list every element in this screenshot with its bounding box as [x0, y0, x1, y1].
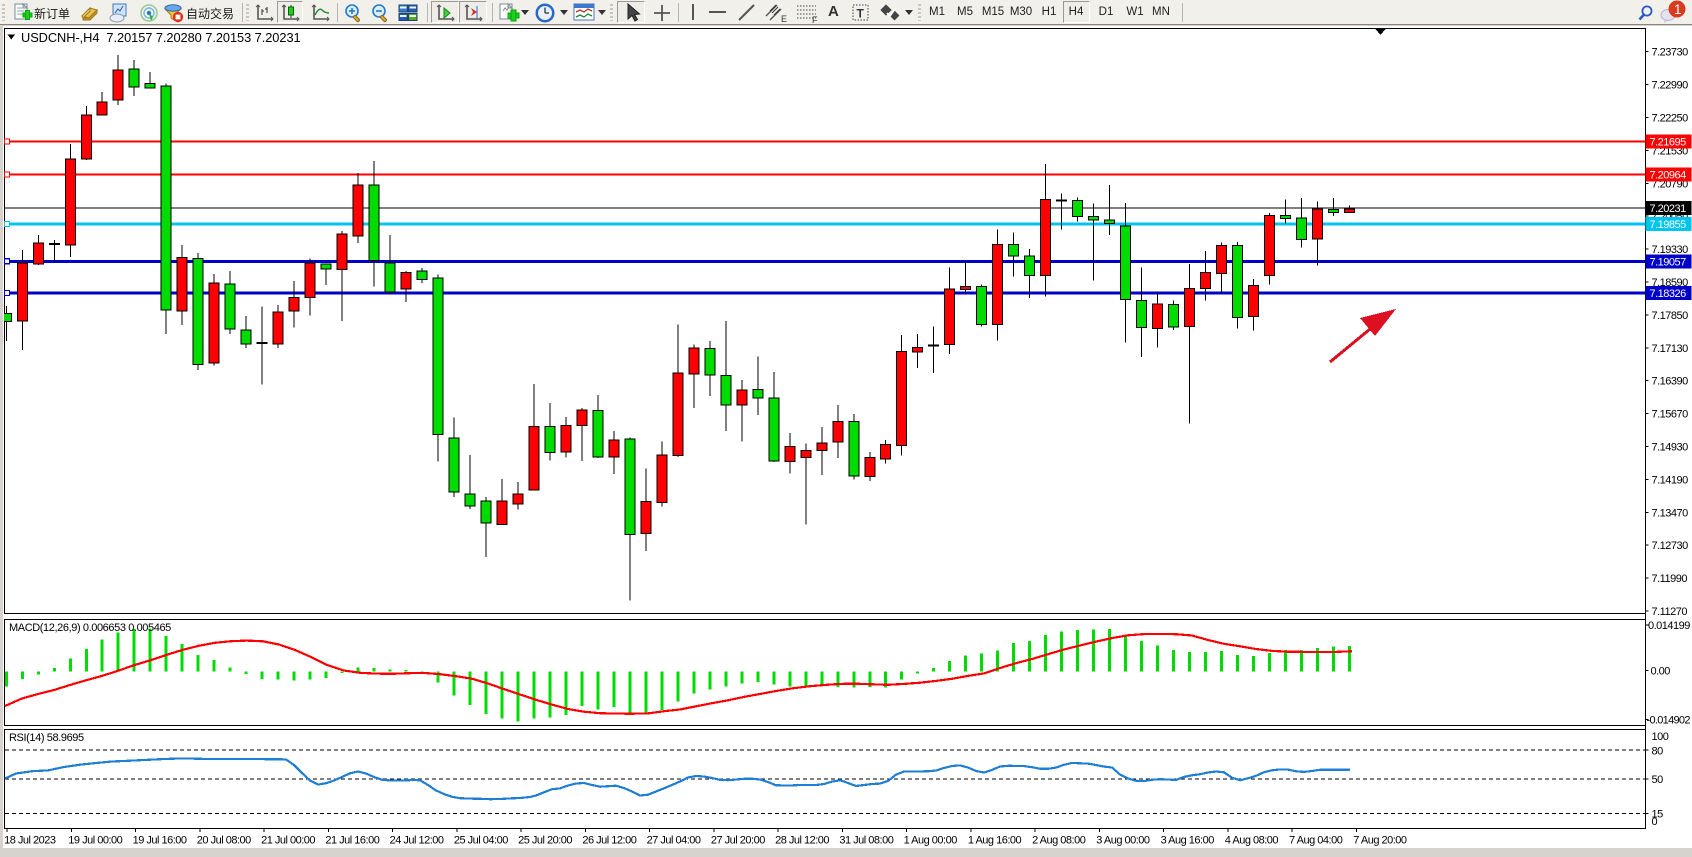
svg-text:3 Aug 00:00: 3 Aug 00:00 [1096, 835, 1150, 847]
svg-text:-0.014902: -0.014902 [1647, 714, 1691, 726]
svg-text:18 Jul 2023: 18 Jul 2023 [4, 835, 56, 847]
svg-text:27 Jul 20:00: 27 Jul 20:00 [711, 835, 765, 847]
svg-text:7.14930: 7.14930 [1652, 442, 1689, 454]
svg-text:USDCNH-,H4 7.20157 7.20280 7.: USDCNH-,H4 7.20157 7.20280 7.20153 7.202… [21, 30, 301, 45]
svg-text:26 Jul 12:00: 26 Jul 12:00 [582, 835, 636, 847]
svg-text:50: 50 [1652, 774, 1664, 786]
svg-text:7.13470: 7.13470 [1652, 507, 1689, 519]
svg-text:7.16390: 7.16390 [1652, 376, 1689, 388]
svg-text:7.17850: 7.17850 [1652, 310, 1689, 322]
svg-text:100: 100 [1652, 731, 1669, 743]
svg-text:19 Jul 00:00: 19 Jul 00:00 [68, 835, 122, 847]
svg-text:31 Jul 08:00: 31 Jul 08:00 [839, 835, 893, 847]
svg-text:1 Aug 00:00: 1 Aug 00:00 [904, 835, 958, 847]
svg-text:4 Aug 08:00: 4 Aug 08:00 [1225, 835, 1279, 847]
svg-text:2 Aug 08:00: 2 Aug 08:00 [1032, 835, 1086, 847]
svg-text:7.19330: 7.19330 [1652, 244, 1689, 256]
svg-text:7.12730: 7.12730 [1652, 540, 1689, 552]
svg-text:RSI(14) 58.9695: RSI(14) 58.9695 [9, 732, 84, 744]
svg-text:0: 0 [1652, 816, 1658, 828]
svg-text:0.00: 0.00 [1651, 666, 1671, 678]
svg-text:7.21695: 7.21695 [1650, 137, 1687, 149]
svg-text:25 Jul 20:00: 25 Jul 20:00 [518, 835, 572, 847]
svg-text:3 Aug 16:00: 3 Aug 16:00 [1161, 835, 1215, 847]
svg-text:7.20964: 7.20964 [1650, 170, 1687, 182]
svg-text:F: F [812, 15, 818, 24]
svg-text:E: E [781, 14, 787, 24]
svg-text:7 Aug 04:00: 7 Aug 04:00 [1289, 835, 1343, 847]
svg-text:7.20231: 7.20231 [1650, 203, 1687, 215]
svg-text:7.14190: 7.14190 [1652, 474, 1689, 486]
svg-text:MACD(12,26,9) 0.006653 0.00546: MACD(12,26,9) 0.006653 0.005465 [9, 622, 171, 634]
svg-text:7.15670: 7.15670 [1652, 409, 1689, 421]
svg-text:7.23730: 7.23730 [1652, 47, 1689, 59]
svg-text:80: 80 [1652, 745, 1664, 757]
svg-text:7.17130: 7.17130 [1652, 343, 1689, 355]
svg-text:7.11270: 7.11270 [1652, 606, 1688, 618]
svg-text:7.18326: 7.18326 [1650, 288, 1687, 300]
svg-text:7.22990: 7.22990 [1652, 80, 1689, 92]
svg-text:1: 1 [1674, 2, 1682, 17]
svg-text:27 Jul 04:00: 27 Jul 04:00 [647, 835, 701, 847]
svg-text:25 Jul 04:00: 25 Jul 04:00 [454, 835, 508, 847]
svg-text:19 Jul 16:00: 19 Jul 16:00 [133, 835, 187, 847]
svg-text:7.19855: 7.19855 [1650, 219, 1687, 231]
svg-text:1 Aug 16:00: 1 Aug 16:00 [968, 835, 1022, 847]
svg-text:21 Jul 16:00: 21 Jul 16:00 [325, 835, 379, 847]
svg-text:7.19057: 7.19057 [1650, 256, 1687, 268]
svg-text:7 Aug 20:00: 7 Aug 20:00 [1353, 835, 1407, 847]
svg-text:7.22250: 7.22250 [1652, 113, 1689, 125]
svg-text:T: T [857, 7, 865, 21]
svg-text:20 Jul 08:00: 20 Jul 08:00 [197, 835, 251, 847]
svg-text:21 Jul 00:00: 21 Jul 00:00 [261, 835, 315, 847]
svg-text:24 Jul 12:00: 24 Jul 12:00 [390, 835, 444, 847]
svg-text:28 Jul 12:00: 28 Jul 12:00 [775, 835, 829, 847]
svg-text:0.014199: 0.014199 [1648, 620, 1690, 632]
svg-text:7.11990: 7.11990 [1652, 573, 1688, 585]
svg-text:15: 15 [1652, 808, 1664, 820]
